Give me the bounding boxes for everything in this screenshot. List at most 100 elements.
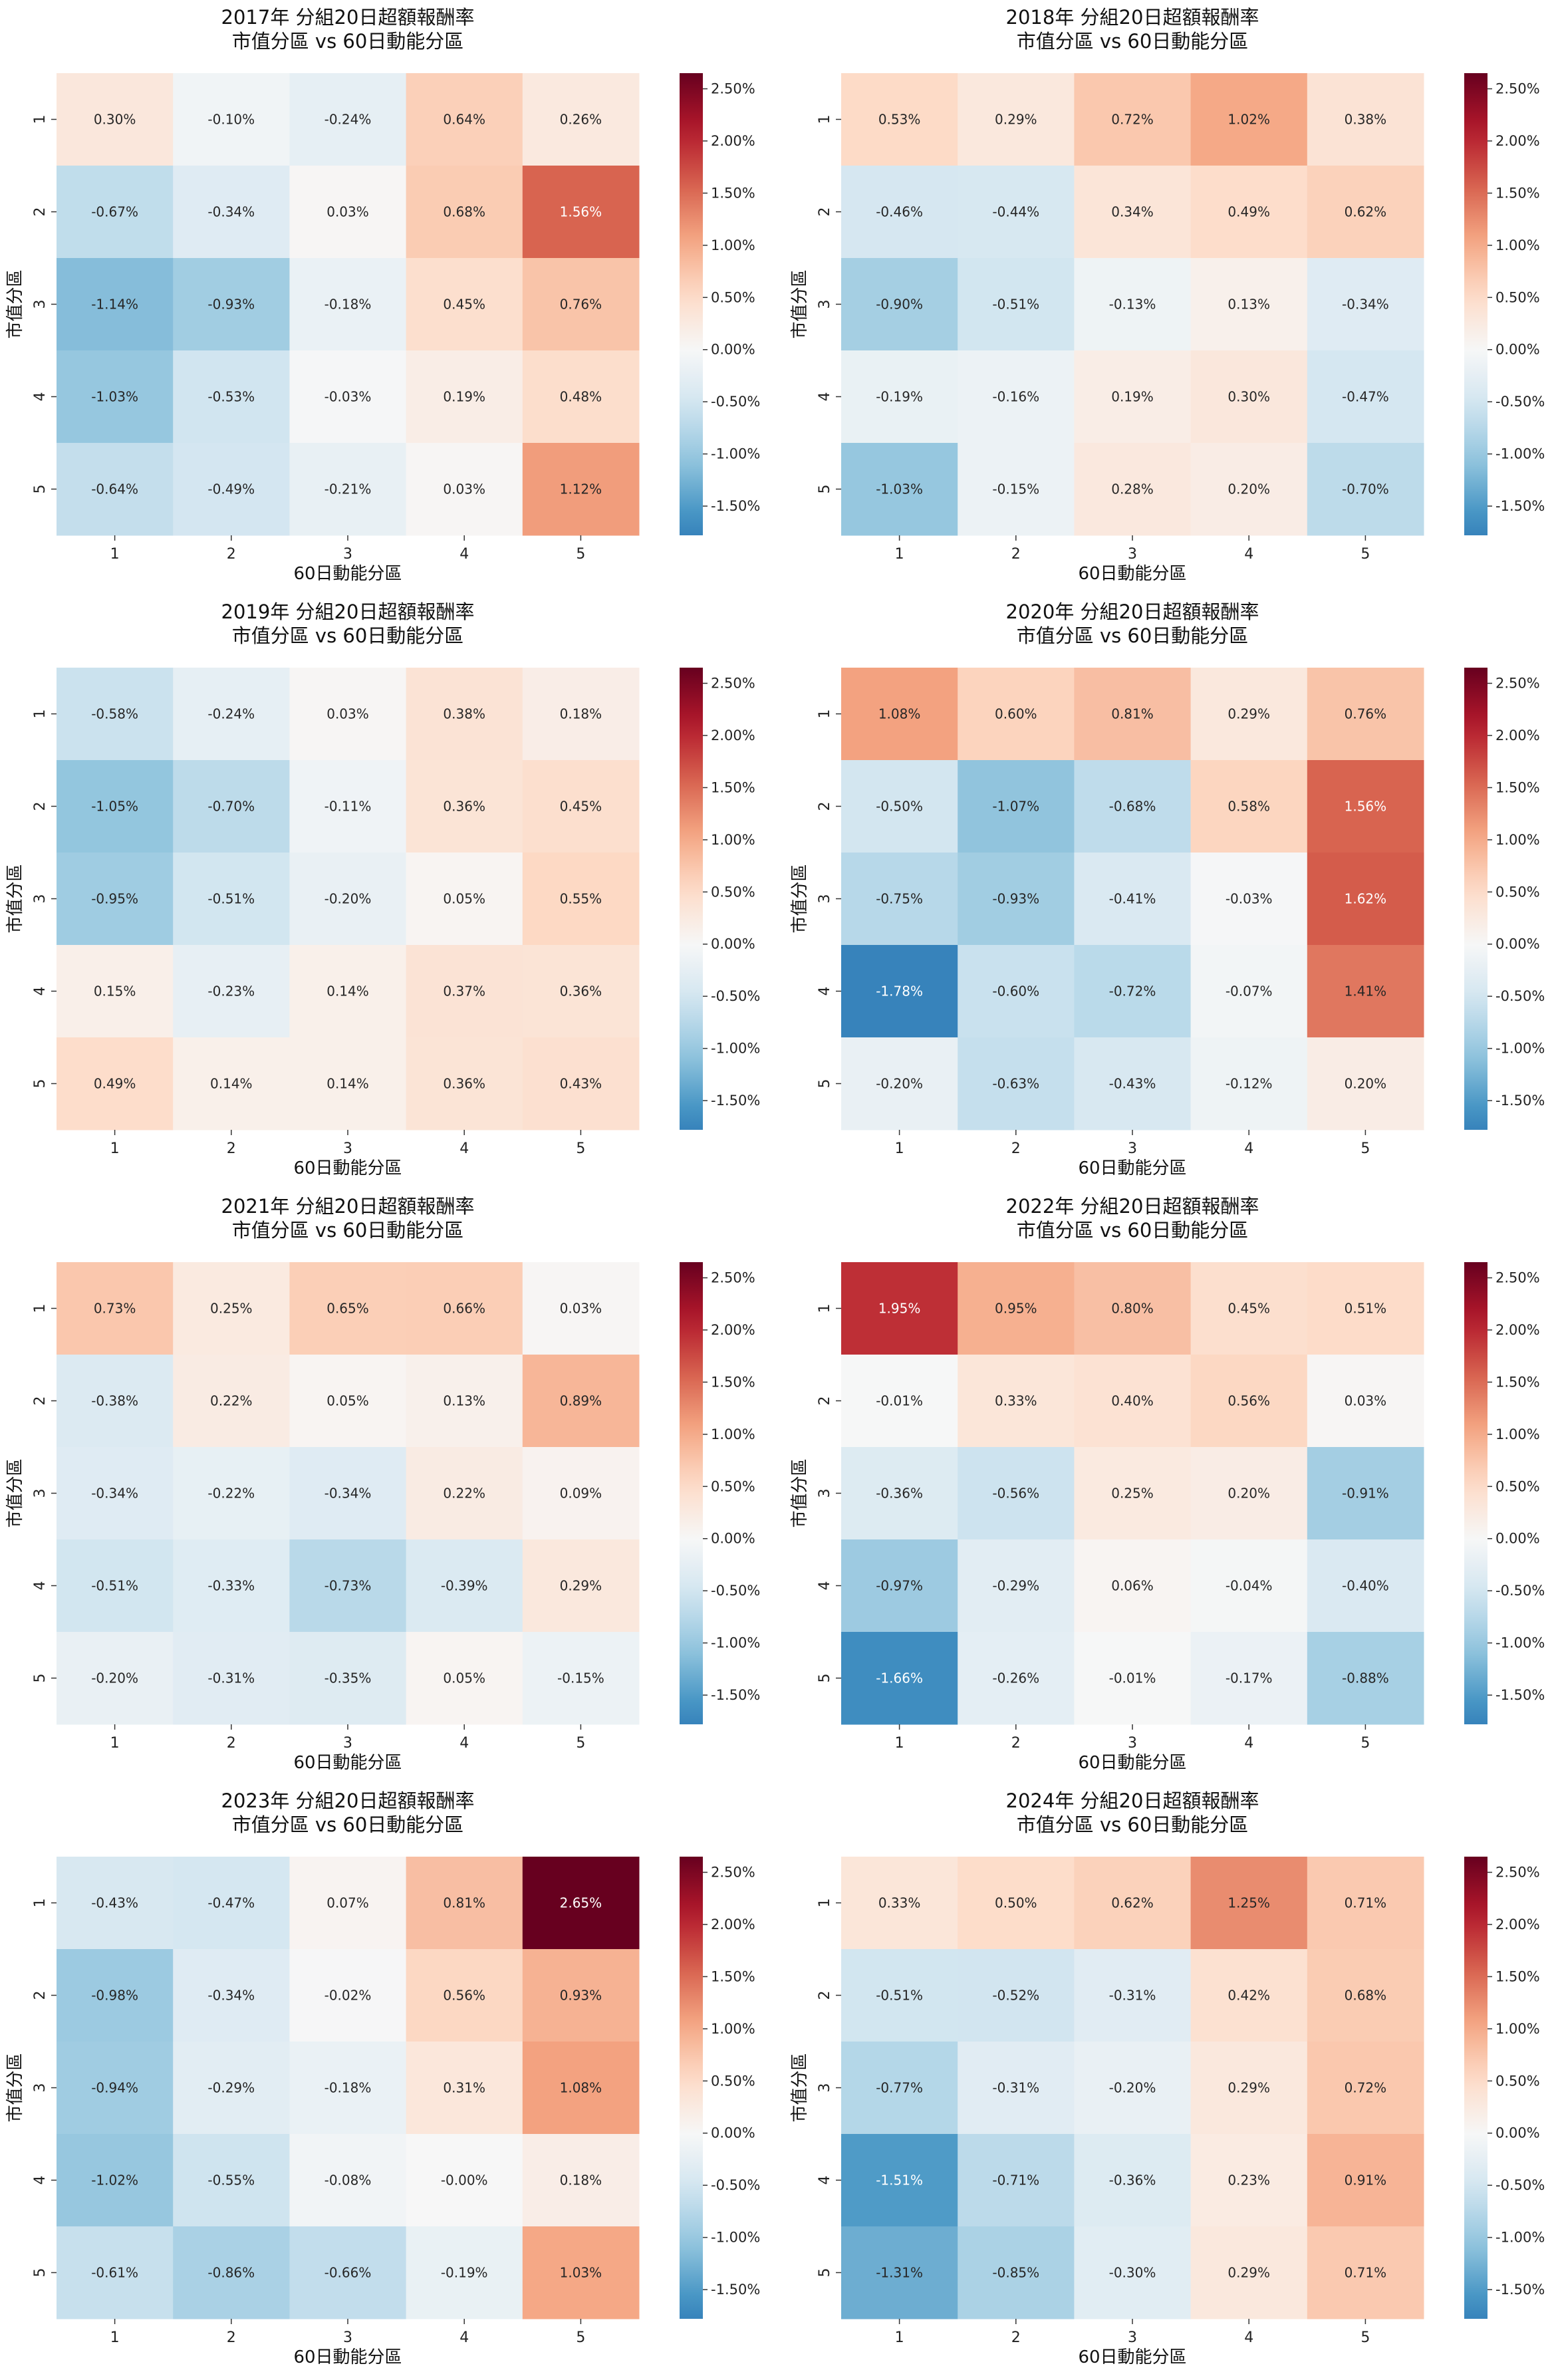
chart-title: 2019年 分組20日超額報酬率 — [221, 600, 475, 623]
heatmap-cell — [522, 443, 640, 536]
x-axis-label: 60日動能分區 — [293, 2347, 402, 2367]
cell-label: 0.20% — [1228, 481, 1270, 497]
heatmap-cell — [57, 853, 174, 946]
colorbar-tick-label: 2.50% — [711, 676, 755, 692]
heatmap-cell — [958, 2226, 1075, 2319]
colorbar-tick-label: 0.00% — [711, 1531, 755, 1547]
cell-label: 1.08% — [560, 2080, 602, 2096]
colorbar-tick-label: 0.00% — [1495, 1531, 1540, 1547]
x-tick-label: 5 — [1360, 1140, 1370, 1157]
y-tick-label: 2 — [817, 1396, 833, 1406]
heatmap-cell — [289, 1355, 407, 1448]
colorbar-tick-label: 2.00% — [711, 1917, 755, 1932]
cell-label: 0.80% — [1111, 1301, 1154, 1317]
cell-label: 0.68% — [443, 204, 485, 220]
heatmap-cell — [173, 1949, 290, 2042]
colorbar-tick-label: 2.50% — [711, 1270, 755, 1286]
cell-label: -0.20% — [324, 891, 372, 907]
cell-label: -0.24% — [207, 706, 255, 722]
heatmap-cell — [406, 1355, 523, 1448]
cell-label: -1.78% — [876, 984, 923, 999]
colorbar-tick-label: -1.00% — [711, 446, 760, 462]
cell-label: -0.93% — [992, 891, 1039, 907]
heatmap-cell — [958, 1262, 1075, 1355]
y-tick-label: 5 — [817, 1674, 833, 1683]
cell-label: -0.43% — [91, 1895, 138, 1911]
heatmap-cell — [1074, 1857, 1192, 1950]
x-axis-label: 60日動能分區 — [293, 1158, 402, 1178]
cell-label: 0.72% — [1111, 112, 1154, 128]
heatmap-cell — [57, 1857, 174, 1950]
cell-label: -0.15% — [557, 1670, 604, 1686]
heatmap-cell — [289, 2042, 407, 2135]
y-tick-label: 3 — [817, 894, 833, 904]
x-axis-label: 60日動能分區 — [293, 1753, 402, 1773]
x-tick-label: 3 — [343, 1735, 352, 1752]
y-axis-label: 市值分區 — [5, 864, 25, 933]
heatmap-cell — [173, 1632, 290, 1725]
cell-label: 1.03% — [560, 2265, 602, 2281]
cell-label: -0.67% — [91, 204, 138, 220]
heatmap-cell — [958, 1539, 1075, 1633]
colorbar-tick-label: -1.50% — [711, 1093, 760, 1109]
y-tick-label: 3 — [32, 2083, 49, 2093]
heatmap-cell — [1074, 1447, 1192, 1540]
cell-label: -0.51% — [876, 1988, 923, 2004]
cell-label: -0.03% — [324, 389, 372, 405]
cell-label: -0.35% — [324, 1670, 372, 1686]
cell-label: 0.36% — [443, 1076, 485, 1092]
colorbar-tick-label: 0.00% — [1495, 2125, 1540, 2141]
cell-label: 0.40% — [1111, 1393, 1154, 1409]
cell-label: -0.90% — [876, 297, 923, 313]
heatmap-cell — [1190, 1857, 1308, 1950]
heatmap-cell — [841, 443, 958, 536]
heatmap-cell — [841, 1037, 958, 1130]
colorbar-tick-label: -1.00% — [1495, 2230, 1545, 2246]
cell-label: 0.45% — [443, 297, 485, 313]
cell-label: -0.23% — [207, 984, 255, 999]
cell-label: -0.19% — [441, 2265, 488, 2281]
colorbar-tick-label: 1.00% — [711, 832, 755, 848]
heatmap-cell — [1074, 1632, 1192, 1725]
x-tick-label: 5 — [576, 2329, 585, 2346]
heatmap-cell — [289, 1037, 407, 1130]
colorbar-tick-label: 1.00% — [1495, 1426, 1540, 1442]
colorbar-tick-label: -0.50% — [711, 988, 760, 1004]
heatmap-cell — [406, 853, 523, 946]
colorbar-tick-label: 1.50% — [1495, 1374, 1540, 1390]
y-tick-label: 2 — [817, 802, 833, 811]
chart-subtitle: 市值分區 vs 60日動能分區 — [232, 1813, 464, 1836]
heatmap-cell — [1074, 73, 1192, 166]
heatmap-cell — [406, 1539, 523, 1633]
cell-label: -1.03% — [876, 481, 923, 497]
y-tick-label: 4 — [32, 2176, 49, 2185]
heatmap-cell — [1190, 945, 1308, 1038]
heatmap-cell — [406, 443, 523, 536]
heatmap-cell — [57, 1632, 174, 1725]
heatmap-cell — [289, 668, 407, 761]
cell-label: -0.88% — [1342, 1670, 1389, 1686]
colorbar-tick-label: 2.50% — [711, 1865, 755, 1881]
colorbar — [680, 1262, 703, 1724]
heatmap-cell — [289, 1262, 407, 1355]
heatmap-cell — [841, 1262, 958, 1355]
colorbar-tick-label: 1.50% — [711, 779, 755, 795]
cell-label: 1.12% — [560, 481, 602, 497]
cell-label: 0.49% — [1228, 204, 1270, 220]
heatmap-cell — [406, 1632, 523, 1725]
cell-label: 0.76% — [560, 297, 602, 313]
heatmap-cell — [289, 1857, 407, 1950]
colorbar — [1464, 668, 1487, 1130]
colorbar-tick-label: 1.50% — [711, 1374, 755, 1390]
cell-label: -0.52% — [992, 1988, 1039, 2004]
cell-label: 0.81% — [443, 1895, 485, 1911]
heatmap-cell — [841, 668, 958, 761]
cell-label: 0.55% — [560, 891, 602, 907]
heatmap-cell — [1074, 258, 1192, 351]
y-axis-label: 市值分區 — [790, 2053, 810, 2122]
colorbar-tick-label: 1.50% — [1495, 1968, 1540, 1984]
heatmap-cell — [1307, 2226, 1424, 2319]
heatmap-cell — [406, 2042, 523, 2135]
